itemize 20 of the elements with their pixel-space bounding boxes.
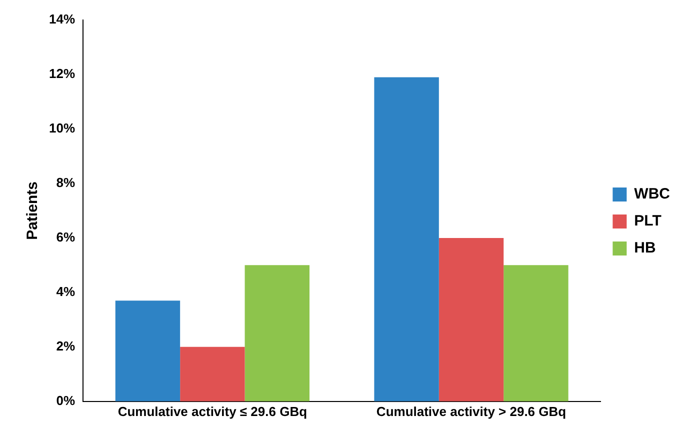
legend-label: WBC	[634, 186, 670, 203]
bar	[438, 238, 504, 402]
legend-label: HB	[634, 240, 656, 257]
y-tick-label: 12%	[48, 66, 76, 82]
y-tick-label: 10%	[48, 120, 76, 136]
y-axis-title: Patients	[24, 182, 42, 240]
bar	[244, 265, 310, 402]
x-tick-label: Cumulative activity > 29.6 GBq	[376, 404, 566, 419]
y-tick-label: 2%	[56, 338, 76, 354]
bar	[115, 300, 180, 402]
y-tick-label: 8%	[56, 175, 76, 190]
y-tick-label: 6%	[56, 230, 76, 245]
bar	[180, 346, 245, 402]
bar	[374, 77, 439, 402]
y-tick-label: 4%	[56, 284, 76, 300]
y-tick-label: 0%	[56, 392, 76, 408]
y-tick-label: 14%	[48, 12, 76, 27]
legend-label: PLT	[634, 212, 662, 230]
x-tick-label: Cumulative activity ≤ 29.6 GBq	[118, 404, 308, 419]
bar	[504, 265, 568, 402]
